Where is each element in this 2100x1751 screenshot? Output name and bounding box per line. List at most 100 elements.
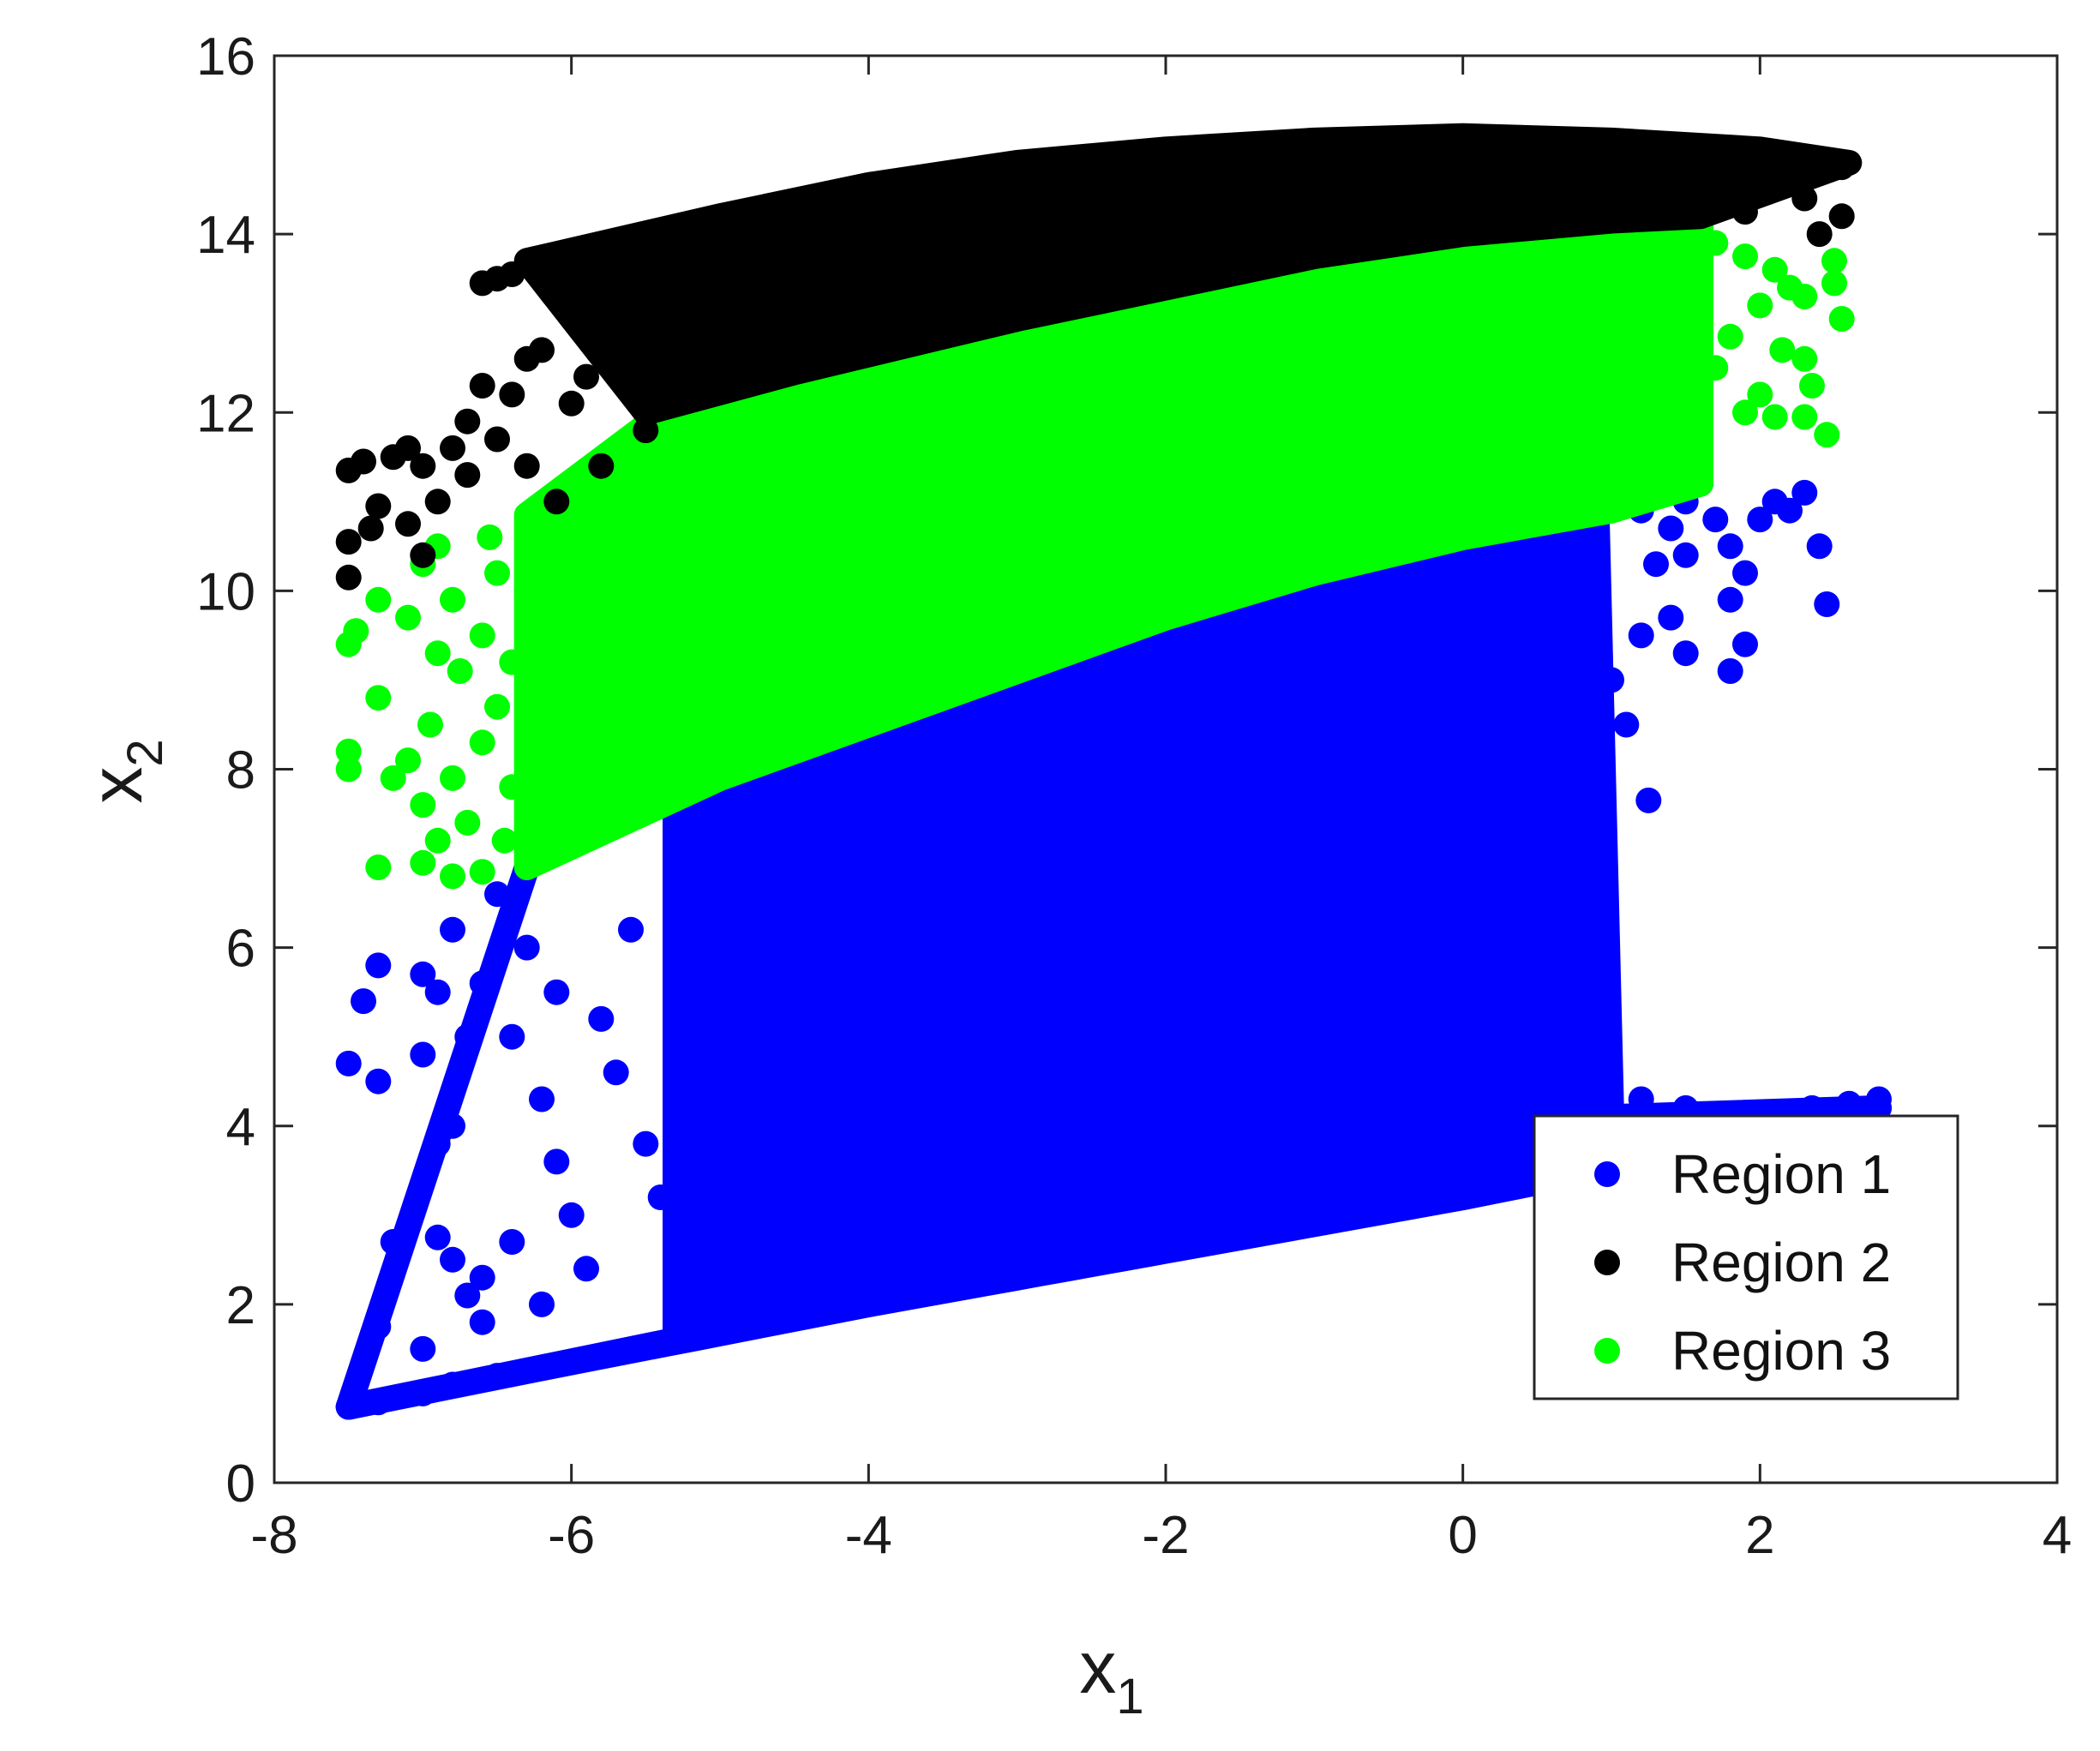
data-point <box>1449 872 1476 898</box>
data-point <box>1821 270 1847 297</box>
legend-marker-region-3 <box>1594 1338 1620 1364</box>
data-point <box>1799 1094 1825 1121</box>
y-tick-label: 4 <box>226 1098 255 1157</box>
data-point <box>1502 1041 1528 1068</box>
data-point <box>513 934 540 961</box>
x-tick-label: -6 <box>548 1506 595 1565</box>
data-point <box>1457 944 1484 969</box>
data-point <box>477 524 503 550</box>
data-point <box>1747 292 1773 319</box>
data-point <box>573 363 599 390</box>
data-point <box>365 685 392 711</box>
data-point <box>1717 323 1743 350</box>
data-point <box>1599 1094 1624 1121</box>
data-point <box>484 426 510 453</box>
data-point <box>529 614 555 639</box>
data-point <box>484 1363 510 1389</box>
data-point <box>1554 792 1580 819</box>
data-point <box>1643 194 1669 220</box>
data-point <box>1791 345 1818 372</box>
data-point <box>1761 256 1788 283</box>
data-point <box>618 916 644 943</box>
data-point <box>1449 1059 1476 1086</box>
data-point <box>543 489 570 515</box>
data-point <box>454 462 481 489</box>
legend-marker-region-1 <box>1594 1161 1620 1187</box>
data-point <box>1732 560 1758 586</box>
data-point <box>491 827 518 854</box>
data-point <box>469 1264 495 1291</box>
data-point <box>1360 926 1387 952</box>
data-point <box>1405 908 1431 934</box>
data-point <box>1583 685 1610 711</box>
data-point <box>395 511 421 537</box>
data-point <box>1539 845 1565 872</box>
data-point <box>440 435 465 461</box>
data-point <box>380 1229 406 1255</box>
x-axis-label: x1 <box>1079 1627 1143 1724</box>
legend-label-region-1: Region 1 <box>1671 1143 1891 1205</box>
data-point <box>529 337 555 363</box>
y-tick-label: 10 <box>196 562 255 621</box>
data-point <box>469 729 495 756</box>
data-point <box>424 827 451 854</box>
data-point <box>603 1059 629 1086</box>
y-axis-label-subscript: 2 <box>117 739 173 766</box>
data-point <box>1821 248 1847 274</box>
data-point <box>395 747 421 774</box>
data-point <box>1688 284 1713 309</box>
x-tick-label: 0 <box>1448 1506 1477 1565</box>
data-point <box>1376 1104 1401 1130</box>
data-point <box>335 756 362 783</box>
data-point <box>1866 1086 1892 1112</box>
legend-label-region-3: Region 3 <box>1671 1320 1891 1382</box>
data-point <box>558 390 585 417</box>
data-point <box>454 809 481 836</box>
data-point <box>1658 515 1684 542</box>
data-point <box>410 792 436 819</box>
data-point <box>1791 404 1818 430</box>
data-point <box>1732 199 1758 225</box>
y-tick-label: 6 <box>226 920 255 979</box>
data-point <box>1828 306 1855 332</box>
data-point <box>499 1023 525 1050</box>
data-point <box>447 658 473 684</box>
data-point <box>588 453 615 479</box>
data-point <box>499 1229 525 1255</box>
data-point <box>440 765 465 791</box>
data-point <box>1658 604 1684 631</box>
data-point <box>424 1224 451 1250</box>
x-tick-label: -8 <box>250 1506 297 1565</box>
data-point <box>1346 1086 1372 1112</box>
data-point <box>410 1041 436 1068</box>
data-point <box>440 586 465 613</box>
data-point <box>1435 979 1461 1005</box>
data-point <box>588 1005 615 1032</box>
data-point <box>469 970 495 997</box>
data-point <box>1806 533 1833 560</box>
data-point <box>1828 154 1855 181</box>
data-point <box>1569 738 1595 765</box>
series-1-points <box>335 471 1892 1420</box>
data-point <box>424 979 451 1005</box>
data-point <box>357 515 384 542</box>
x-axis-label-base: x <box>1079 1627 1116 1709</box>
data-point <box>351 448 376 475</box>
data-point <box>558 243 585 270</box>
data-point <box>1777 497 1803 524</box>
data-point <box>469 859 495 885</box>
x-axis-label-subscript: 1 <box>1116 1669 1143 1724</box>
series-2-points <box>335 154 1855 591</box>
data-point <box>410 849 436 876</box>
data-point <box>335 1394 362 1420</box>
data-point <box>618 230 644 256</box>
data-point <box>380 765 406 791</box>
data-point <box>1316 1059 1342 1086</box>
series-3-points <box>335 230 1855 890</box>
data-point <box>1613 711 1640 738</box>
x-tick-label: 2 <box>1745 1506 1774 1565</box>
data-point <box>1539 1086 1565 1112</box>
data-point <box>1769 337 1796 363</box>
data-point <box>1672 1094 1699 1121</box>
data-point <box>484 560 510 586</box>
